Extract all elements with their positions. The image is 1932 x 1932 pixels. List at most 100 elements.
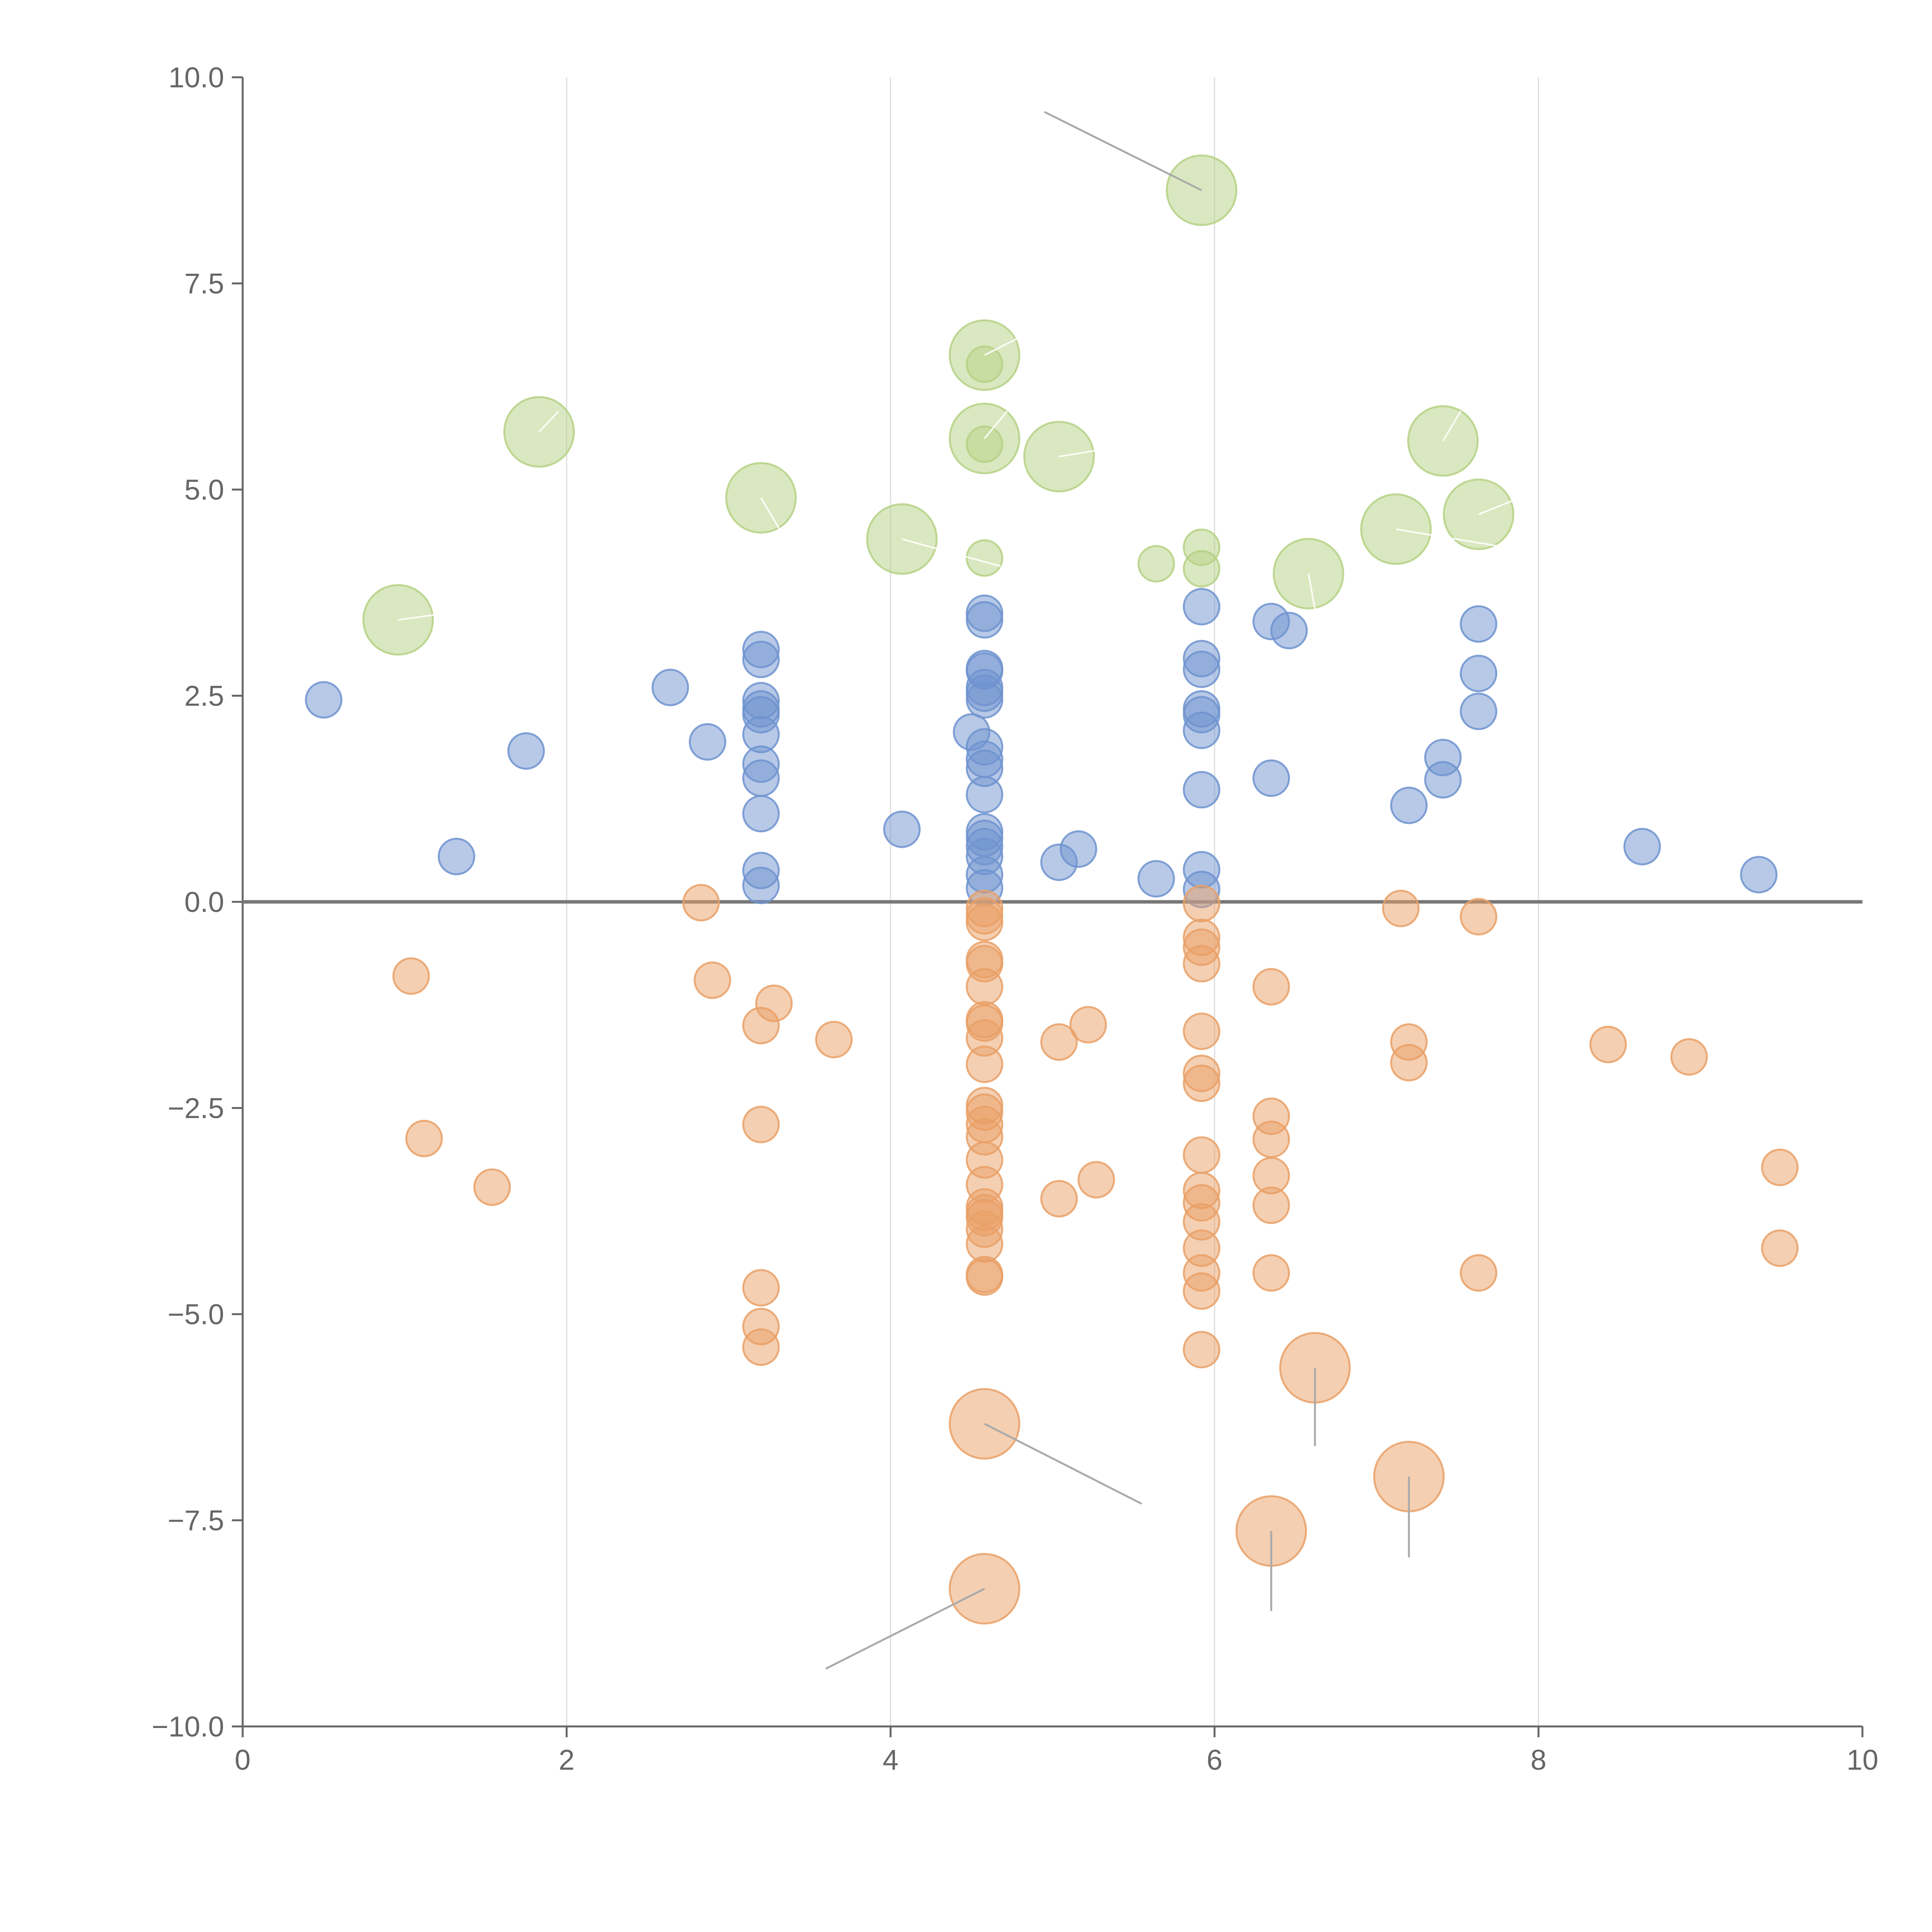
negative-point [392, 957, 430, 995]
axes [232, 76, 1864, 1737]
positive-point [742, 795, 780, 833]
positive-point [966, 776, 1003, 814]
x-tick-label: 10 [1847, 1744, 1878, 1776]
y-tick-label: 5.0 [184, 474, 224, 506]
negative-point [742, 1269, 780, 1307]
label-leader-line [538, 410, 559, 432]
negative-point [1183, 1331, 1221, 1369]
negative-point [1670, 1038, 1708, 1076]
y-tick-label: −5.0 [168, 1298, 224, 1330]
positive-point [1183, 650, 1221, 688]
positive-point [742, 759, 780, 797]
y-tick-label: −10.0 [152, 1711, 224, 1743]
negative-point [966, 968, 1003, 1006]
negative-point [1183, 884, 1221, 922]
data-points [305, 154, 1799, 1625]
negative-point [966, 1258, 1003, 1296]
y-tick-label: 7.5 [184, 268, 224, 300]
label-leader-line [1442, 411, 1462, 442]
negative-point [694, 961, 731, 999]
positive-point [966, 601, 1003, 639]
y-tick-label: 2.5 [184, 680, 224, 712]
label-leader-line [1044, 111, 1202, 191]
positive-point [1424, 761, 1462, 799]
positive-point [1623, 828, 1661, 866]
positive-point [1740, 856, 1778, 894]
negative-point [1252, 1186, 1290, 1224]
positive-point [1137, 860, 1175, 898]
label-leader-line [984, 410, 1008, 439]
y-tick-label: 10.0 [168, 61, 224, 94]
negative-point [1183, 1136, 1221, 1174]
label-leader-line [825, 1588, 985, 1670]
label-leader-line [398, 611, 458, 621]
negative-point [755, 984, 793, 1022]
negative-point [1183, 945, 1221, 983]
positive-point [651, 668, 689, 706]
positive-point [1060, 830, 1097, 868]
negative-point [1040, 1023, 1078, 1061]
negative-point [1252, 1121, 1290, 1158]
positive-point [742, 641, 780, 679]
positive-point [689, 723, 726, 761]
y-tick-label: −7.5 [168, 1505, 224, 1537]
positive-point [437, 838, 475, 876]
y-tick-label: 0.0 [184, 886, 224, 918]
negative-point [1382, 889, 1420, 927]
x-tick-label: 8 [1531, 1744, 1546, 1776]
negative-point [966, 903, 1003, 941]
positive-point [1183, 588, 1221, 626]
negative-point [1459, 1254, 1497, 1292]
negative-point [405, 1119, 443, 1157]
x-tick-label: 2 [559, 1744, 575, 1776]
positive-point [966, 681, 1003, 719]
positive-point [1390, 786, 1428, 824]
negative-point [742, 1105, 780, 1143]
positive-point [1252, 759, 1290, 797]
positive-point [883, 810, 921, 848]
negative-point [742, 1328, 780, 1366]
label-leader-line [760, 497, 781, 531]
positive-point [1183, 711, 1221, 749]
highlighted-point [966, 539, 1003, 577]
x-tick-label: 6 [1207, 1744, 1223, 1776]
negative-point [1069, 1006, 1107, 1044]
label-leader-line [984, 332, 1029, 356]
negative-point [473, 1168, 511, 1206]
label-leader-line [901, 538, 1001, 567]
negative-point [1252, 968, 1290, 1006]
x-tick-label: 4 [883, 1744, 898, 1776]
positive-point [1183, 771, 1221, 809]
label-leader-line [1059, 447, 1110, 457]
highlighted-point [1183, 550, 1221, 588]
negative-point [1040, 1180, 1078, 1218]
positive-point [742, 866, 780, 904]
positive-point [507, 732, 545, 770]
label-leader-line [1396, 528, 1531, 553]
positive-point [1459, 605, 1497, 643]
negative-point [1077, 1161, 1115, 1199]
y-tick-label: −2.5 [168, 1092, 224, 1124]
negative-point [1459, 898, 1497, 935]
negative-point [1589, 1026, 1627, 1063]
x-tick-label: 0 [235, 1744, 250, 1776]
label-leader-line [1308, 573, 1316, 609]
tick-labels: 0 2 4 6 8 10 10.0 7.5 5.0 2.5 0.0 −2.5 −5.0 −7.5 −10.0 [152, 61, 1878, 1776]
negative-point [966, 1045, 1003, 1083]
label-leader-lines [398, 111, 1531, 1670]
positive-point [1270, 612, 1308, 650]
label-leader-line [984, 1423, 1142, 1505]
negative-point [1252, 1254, 1290, 1292]
labeled-point [1166, 154, 1238, 226]
negative-point [1761, 1229, 1799, 1267]
negative-point [1183, 1272, 1221, 1310]
positive-point [305, 681, 343, 719]
positive-point [1459, 692, 1497, 730]
positive-point [1459, 655, 1497, 692]
highlighted-point [1137, 545, 1175, 583]
negative-point [1390, 1044, 1428, 1082]
negative-point [1761, 1148, 1799, 1186]
negative-point [815, 1020, 853, 1058]
